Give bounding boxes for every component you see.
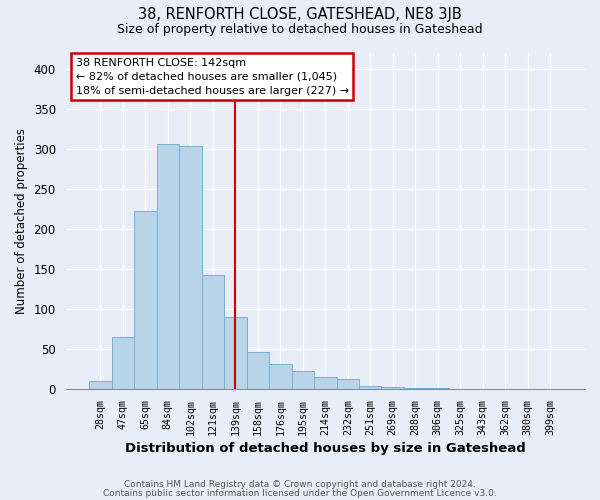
Text: Size of property relative to detached houses in Gateshead: Size of property relative to detached ho… [117, 22, 483, 36]
Y-axis label: Number of detached properties: Number of detached properties [15, 128, 28, 314]
Text: Contains HM Land Registry data © Crown copyright and database right 2024.: Contains HM Land Registry data © Crown c… [124, 480, 476, 489]
Bar [247, 352, 269, 390]
Bar [539, 388, 562, 390]
Bar [292, 371, 314, 390]
Bar [359, 386, 382, 390]
Bar [134, 212, 157, 390]
Text: 38 RENFORTH CLOSE: 142sqm
← 82% of detached houses are smaller (1,045)
18% of se: 38 RENFORTH CLOSE: 142sqm ← 82% of detac… [76, 58, 349, 96]
Bar [449, 388, 472, 390]
Bar [269, 364, 292, 390]
Bar [404, 388, 427, 390]
Bar [337, 379, 359, 390]
Bar [382, 387, 404, 390]
Bar [427, 388, 449, 390]
X-axis label: Distribution of detached houses by size in Gateshead: Distribution of detached houses by size … [125, 442, 526, 455]
Text: Contains public sector information licensed under the Open Government Licence v3: Contains public sector information licen… [103, 488, 497, 498]
Bar [224, 317, 247, 390]
Bar [112, 337, 134, 390]
Bar [157, 144, 179, 390]
Bar [517, 388, 539, 390]
Bar [314, 376, 337, 390]
Bar [472, 388, 494, 390]
Bar [494, 388, 517, 390]
Text: 38, RENFORTH CLOSE, GATESHEAD, NE8 3JB: 38, RENFORTH CLOSE, GATESHEAD, NE8 3JB [138, 8, 462, 22]
Bar [89, 382, 112, 390]
Bar [179, 146, 202, 390]
Bar [202, 276, 224, 390]
